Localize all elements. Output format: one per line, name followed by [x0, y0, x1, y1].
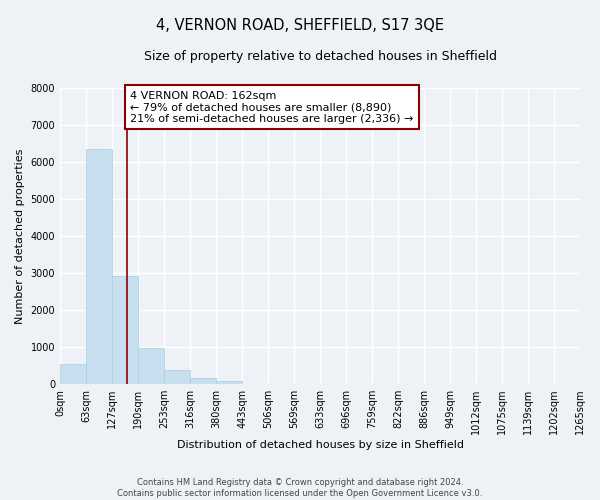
- Bar: [86, 149, 112, 384]
- Bar: [138, 348, 164, 384]
- Bar: [216, 380, 242, 384]
- Bar: [112, 276, 138, 384]
- Y-axis label: Number of detached properties: Number of detached properties: [15, 148, 25, 324]
- Bar: [190, 378, 216, 384]
- Text: 4 VERNON ROAD: 162sqm
← 79% of detached houses are smaller (8,890)
21% of semi-d: 4 VERNON ROAD: 162sqm ← 79% of detached …: [130, 90, 413, 124]
- Bar: [60, 364, 86, 384]
- Bar: [164, 370, 190, 384]
- Text: Contains HM Land Registry data © Crown copyright and database right 2024.
Contai: Contains HM Land Registry data © Crown c…: [118, 478, 482, 498]
- Title: Size of property relative to detached houses in Sheffield: Size of property relative to detached ho…: [143, 50, 497, 63]
- X-axis label: Distribution of detached houses by size in Sheffield: Distribution of detached houses by size …: [176, 440, 464, 450]
- Text: 4, VERNON ROAD, SHEFFIELD, S17 3QE: 4, VERNON ROAD, SHEFFIELD, S17 3QE: [156, 18, 444, 32]
